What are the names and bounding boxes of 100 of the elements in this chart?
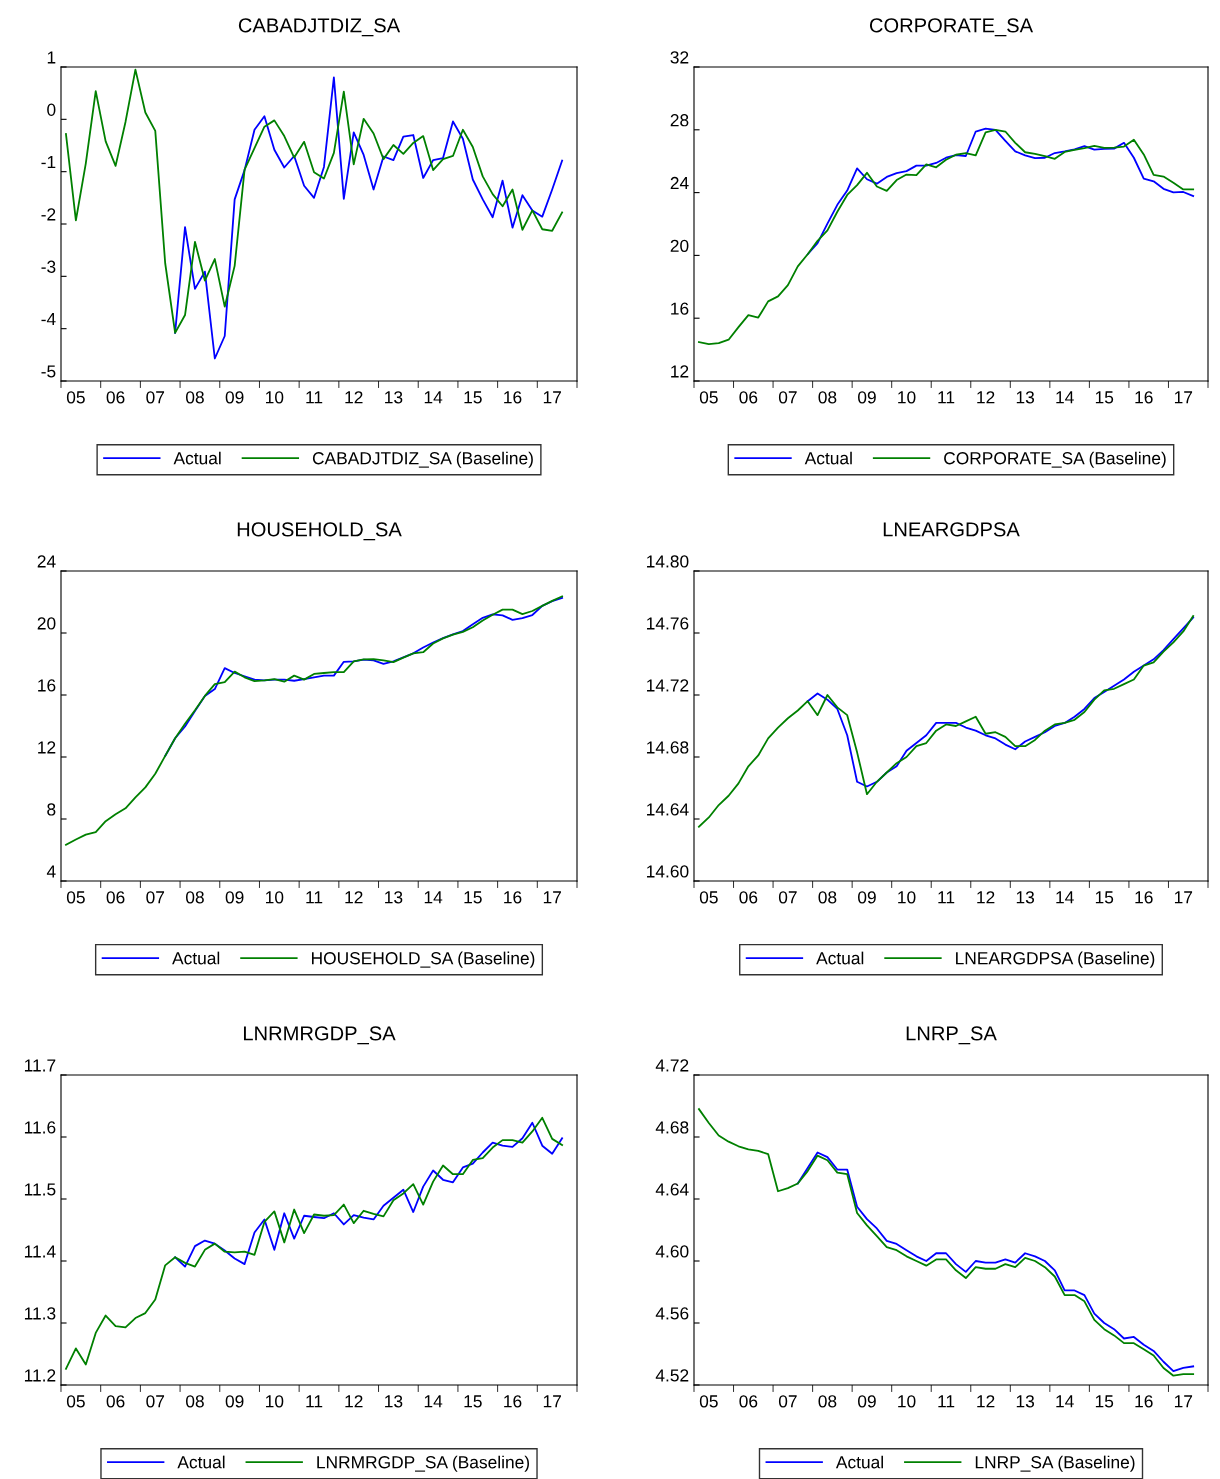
legend-label: HOUSEHOLD_SA (Baseline) (312, 951, 535, 968)
x-tick-label: 12 (977, 891, 995, 904)
y-tick-label: 11.3 (24, 1307, 56, 1320)
x-tick-label: 13 (1016, 391, 1035, 404)
x-tick-label: 16 (1135, 891, 1153, 904)
x-tick-label: 08 (185, 1395, 204, 1408)
y-tick-label: 4.52 (655, 1369, 689, 1382)
legend-label: LNRP_SA (Baseline) (975, 1455, 1135, 1472)
x-tick-label: 17 (1174, 391, 1193, 404)
x-tick-label: 16 (504, 391, 522, 404)
x-tick-label: 08 (818, 1395, 837, 1408)
x-tick-label: 08 (185, 391, 204, 404)
x-tick-label: 08 (818, 391, 837, 404)
x-tick-label: 10 (898, 391, 916, 404)
x-tick-label: 05 (699, 891, 718, 904)
x-tick-label: 15 (464, 391, 482, 404)
x-tick-label: 12 (345, 391, 363, 404)
y-tick-label: 16 (671, 302, 689, 315)
x-tick-label: 13 (1016, 1395, 1035, 1408)
x-tick-label: 13 (385, 391, 403, 404)
y-tick-label: -3 (41, 260, 56, 273)
x-tick-label: 06 (739, 1395, 758, 1408)
x-tick-label: 14 (1056, 1395, 1074, 1408)
x-tick-label: 06 (106, 891, 125, 904)
legend-label: Actual (804, 451, 852, 465)
x-tick-label: 05 (66, 391, 85, 404)
x-tick-label: 15 (1095, 1395, 1114, 1408)
y-tick-label: 11.7 (24, 1059, 56, 1072)
y-tick-label: 12 (38, 741, 56, 754)
x-tick-label: 06 (106, 1395, 125, 1408)
x-tick-label: 06 (739, 891, 758, 904)
legend-label: LNEARGDPSA (Baseline) (956, 951, 1155, 968)
x-tick-label: 12 (977, 1395, 995, 1408)
legend-label: CORPORATE_SA (Baseline) (944, 451, 1166, 468)
x-tick-label: 16 (1135, 391, 1153, 404)
x-tick-label: 09 (225, 391, 244, 404)
legend-label: Actual (835, 1455, 883, 1469)
y-tick-label: 20 (37, 617, 56, 630)
x-tick-label: 17 (1174, 1395, 1193, 1408)
y-tick-label: 14.60 (647, 865, 689, 878)
y-tick-label: 14.72 (647, 679, 689, 692)
y-tick-label: 28 (670, 114, 689, 127)
x-tick-label: 07 (778, 391, 797, 404)
y-tick-label: 24 (670, 176, 689, 189)
y-tick-label: 8 (47, 803, 56, 816)
x-tick-label: 05 (699, 1395, 718, 1408)
x-tick-label: 07 (778, 1395, 797, 1408)
x-tick-label: 13 (385, 891, 403, 904)
y-tick-label: 11.6 (24, 1121, 56, 1134)
x-tick-label: 07 (146, 891, 165, 904)
y-tick-label: 14.68 (647, 741, 689, 754)
y-tick-label: 32 (670, 51, 689, 64)
x-tick-label: 17 (543, 891, 561, 904)
x-tick-label: 08 (818, 891, 837, 904)
x-tick-label: 17 (543, 391, 561, 404)
chart-title: LNRP_SA (906, 1026, 997, 1045)
legend-label: CABADJTDIZ_SA (Baseline) (312, 451, 533, 468)
y-tick-label: 4.56 (655, 1307, 689, 1320)
chart-title: LNRMRGDP_SA (244, 1026, 396, 1045)
x-tick-label: 09 (858, 391, 876, 404)
y-tick-label: 12 (671, 365, 689, 378)
y-tick-label: 1 (47, 51, 56, 64)
y-tick-label: 14.64 (647, 803, 689, 816)
chart-title: CABADJTDIZ_SA (238, 18, 401, 37)
x-tick-label: 09 (225, 891, 244, 904)
y-tick-label: 4.68 (655, 1121, 689, 1134)
legend-label: Actual (816, 951, 864, 965)
legend-label: Actual (173, 451, 221, 465)
y-tick-label: 16 (38, 679, 56, 692)
x-tick-label: 08 (185, 891, 204, 904)
y-tick-label: 4.64 (655, 1183, 689, 1196)
x-tick-label: 10 (266, 891, 284, 904)
x-tick-label: 13 (1016, 891, 1035, 904)
x-tick-label: 10 (266, 391, 284, 404)
y-tick-label: 14.80 (647, 555, 689, 568)
y-tick-label: -2 (41, 208, 56, 221)
x-tick-label: 05 (66, 891, 85, 904)
x-tick-label: 07 (146, 391, 165, 404)
legend-label: LNRMRGDP_SA (Baseline) (317, 1455, 530, 1472)
x-tick-label: 17 (543, 1395, 561, 1408)
x-tick-label: 12 (345, 891, 363, 904)
x-tick-label: 10 (266, 1395, 284, 1408)
y-tick-label: 20 (670, 239, 689, 252)
x-tick-label: 12 (345, 1395, 363, 1408)
x-tick-label: 17 (1174, 891, 1193, 904)
y-tick-label: 24 (37, 555, 56, 568)
x-tick-label: 06 (739, 391, 758, 404)
y-tick-label: 4.72 (655, 1059, 689, 1072)
x-tick-label: 15 (1095, 891, 1114, 904)
y-tick-label: -4 (41, 313, 56, 326)
x-tick-label: 11 (306, 1395, 323, 1408)
y-tick-label: 11.4 (24, 1245, 56, 1258)
x-tick-label: 10 (898, 891, 916, 904)
x-tick-label: 14 (424, 891, 443, 904)
x-tick-label: 14 (424, 391, 443, 404)
y-tick-label: -1 (41, 156, 56, 169)
y-tick-label: 4.60 (655, 1245, 689, 1258)
x-tick-label: 09 (225, 1395, 244, 1408)
x-tick-label: 16 (504, 891, 522, 904)
x-tick-label: 11 (306, 391, 323, 404)
